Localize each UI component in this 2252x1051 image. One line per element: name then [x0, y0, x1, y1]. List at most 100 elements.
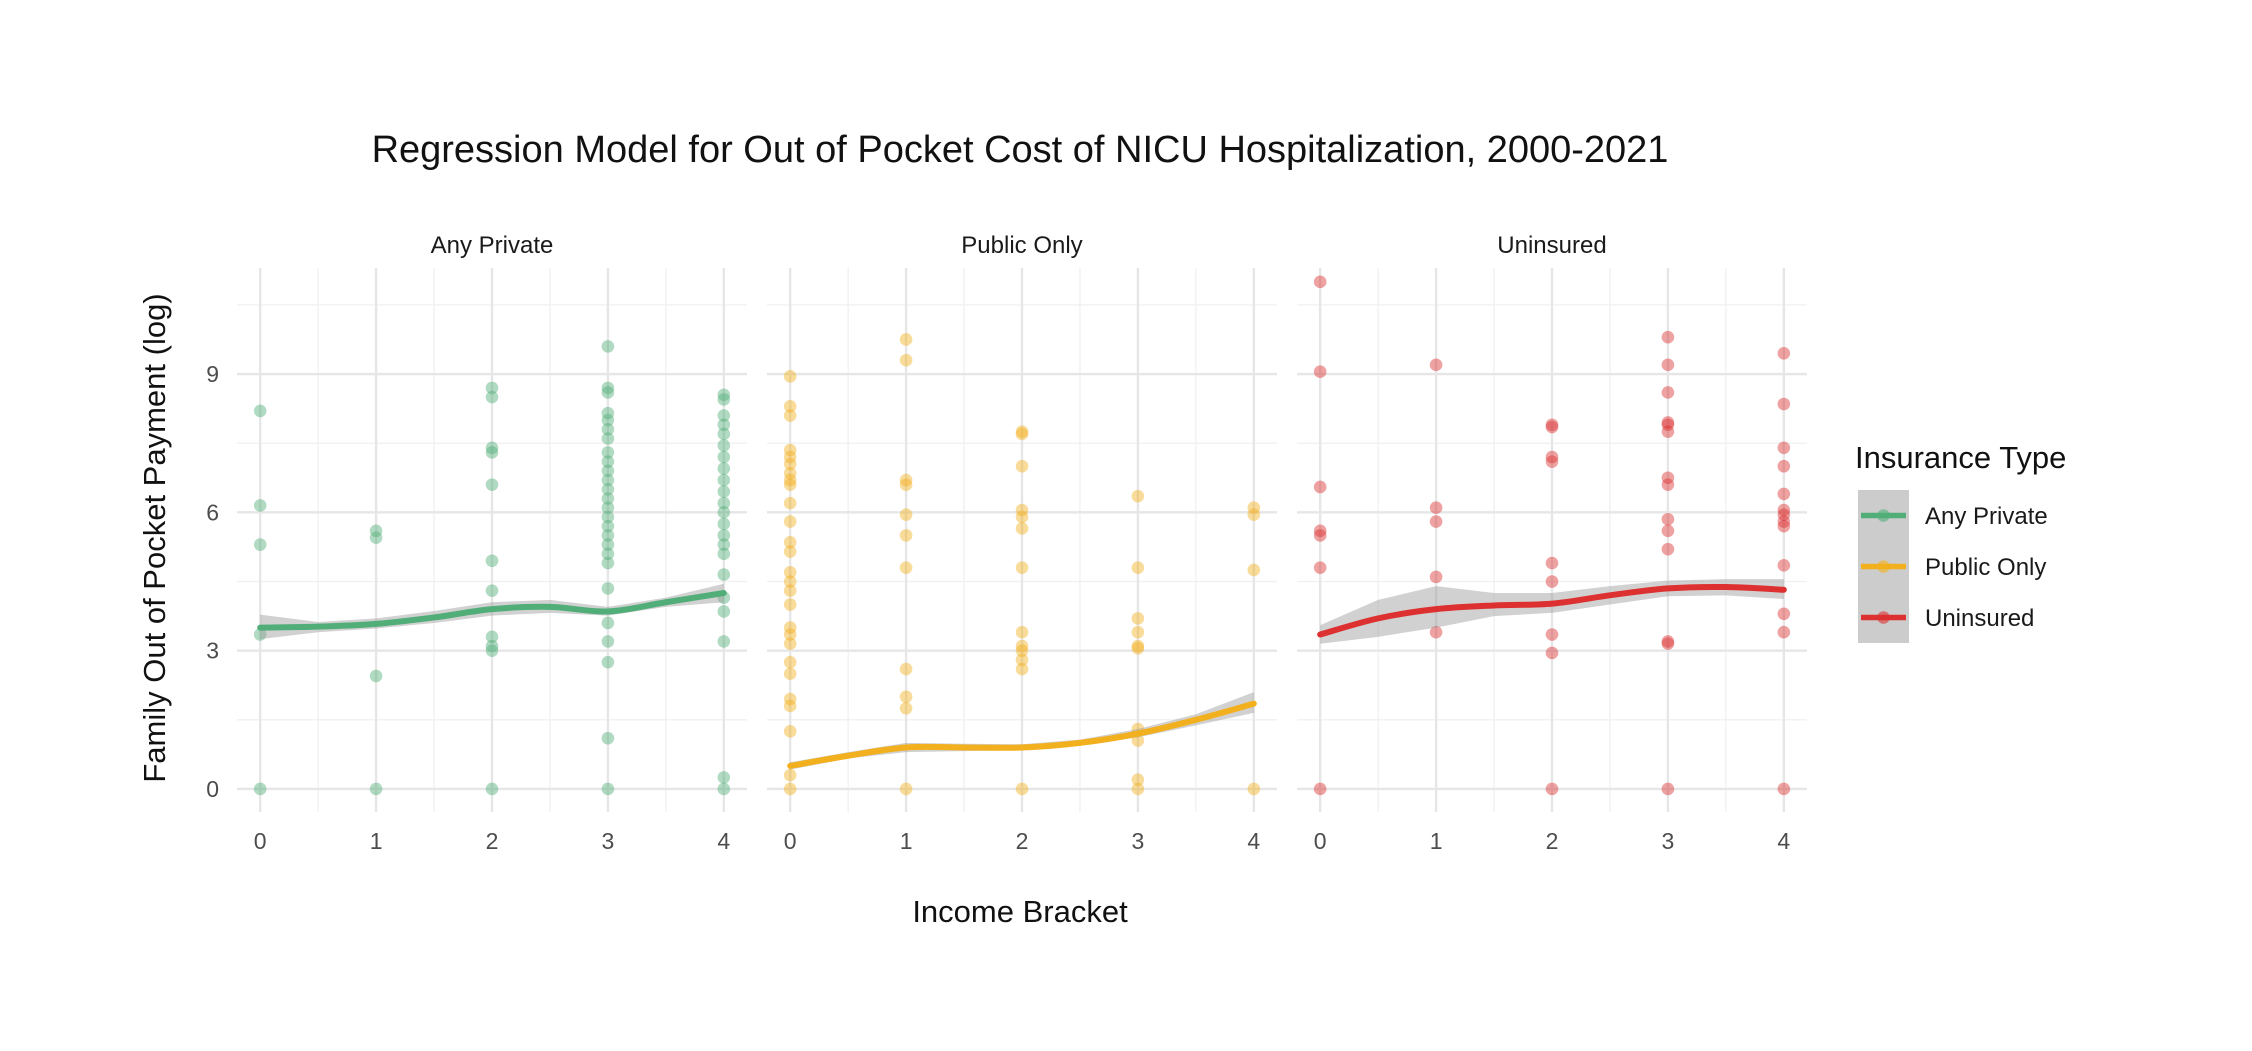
data-point: [1015, 653, 1029, 667]
data-point: [601, 547, 615, 561]
data-point: [1131, 625, 1145, 639]
data-point: [1131, 489, 1145, 503]
data-point: [1313, 275, 1327, 289]
data-point: [717, 538, 731, 551]
data-point: [717, 568, 731, 581]
data-point: [783, 725, 797, 738]
data-point: [1545, 418, 1559, 432]
data-point: [783, 621, 797, 634]
data-point: [485, 441, 499, 455]
data-point: [1313, 365, 1327, 379]
data-point: [1545, 575, 1559, 588]
data-point: [783, 450, 797, 464]
x-tick-label: 0: [784, 828, 797, 854]
data-point: [1661, 635, 1675, 648]
data-point: [783, 628, 797, 641]
data-point: [369, 669, 383, 683]
data-point: [899, 561, 913, 574]
legend-key-any-private: Any Private: [1858, 490, 2048, 541]
data-point: [1429, 358, 1443, 372]
data-point: [783, 473, 797, 487]
data-point: [783, 655, 797, 669]
panel-any-private: Any Private 0 1 2 3 4 0 3 6 9: [206, 232, 747, 854]
data-point: [1015, 639, 1029, 653]
data-point: [717, 473, 731, 487]
data-point: [783, 667, 797, 680]
legend-title: Insurance Type: [1855, 440, 2066, 475]
legend-key-point: [1877, 560, 1890, 573]
data-point: [1661, 358, 1675, 372]
data-point: [899, 353, 913, 367]
data-point: [253, 782, 267, 796]
data-point: [1661, 416, 1675, 429]
x-tick-label: 4: [1247, 828, 1260, 854]
data-point: [783, 584, 797, 598]
regression-line: [1317, 583, 1787, 638]
data-point: [1777, 508, 1791, 521]
data-point: [1545, 646, 1559, 660]
data-point: [485, 554, 499, 568]
data-point: [601, 473, 615, 487]
data-point: [485, 644, 499, 657]
data-point: [601, 635, 615, 648]
data-point: [717, 462, 731, 475]
data-point: [1247, 508, 1261, 521]
x-tick-label: 2: [1016, 828, 1029, 854]
data-point: [601, 782, 615, 796]
data-point: [601, 492, 615, 505]
data-point: [783, 409, 797, 422]
data-point: [717, 485, 731, 498]
data-point: [783, 699, 797, 713]
data-point: [1429, 501, 1443, 515]
data-point: [1661, 512, 1675, 526]
legend-label: Public Only: [1925, 554, 2046, 581]
data-point: [485, 381, 499, 395]
data-point: [1015, 561, 1029, 574]
data-point: [1313, 480, 1327, 494]
data-point: [899, 662, 913, 676]
data-point: [1015, 503, 1029, 517]
x-tick-label: 2: [486, 828, 499, 854]
data-point: [1313, 782, 1327, 796]
legend-key-point: [1877, 509, 1890, 522]
y-tick-label: 6: [206, 499, 219, 525]
data-point: [899, 529, 913, 542]
y-axis-label: Family Out of Pocket Payment (log): [137, 293, 172, 782]
data-point: [1661, 782, 1675, 796]
data-point: [253, 404, 267, 418]
data-point: [1429, 625, 1443, 639]
data-point: [1545, 628, 1559, 641]
data-point: [717, 771, 731, 784]
facet-strip-label: Uninsured: [1497, 232, 1606, 259]
data-point: [1131, 612, 1145, 625]
data-point: [601, 655, 615, 669]
data-point: [369, 782, 383, 796]
data-point: [601, 455, 615, 468]
data-point: [1131, 773, 1145, 787]
data-point: [717, 439, 731, 452]
panel-uninsured: Uninsured 0 1 2 3 4: [1297, 232, 1807, 854]
data-point: [1661, 542, 1675, 556]
data-point: [1015, 522, 1029, 535]
data-point: [1661, 386, 1675, 399]
legend-key-public-only: Public Only: [1858, 541, 2046, 592]
data-point: [601, 529, 615, 542]
data-point: [1661, 330, 1675, 344]
data-point: [783, 400, 797, 413]
data-point: [1429, 570, 1443, 584]
data-point: [783, 466, 797, 480]
data-point: [899, 478, 913, 491]
data-point: [369, 531, 383, 544]
chart-title: Regression Model for Out of Pocket Cost …: [372, 129, 1669, 171]
data-point: [1313, 561, 1327, 574]
data-point: [1429, 515, 1443, 528]
data-point: [899, 508, 913, 521]
x-tick-label: 3: [1662, 828, 1675, 854]
data-point: [783, 515, 797, 528]
data-point: [783, 478, 797, 491]
data-point: [485, 782, 499, 796]
data-point: [1313, 524, 1327, 538]
data-point: [1313, 529, 1327, 542]
